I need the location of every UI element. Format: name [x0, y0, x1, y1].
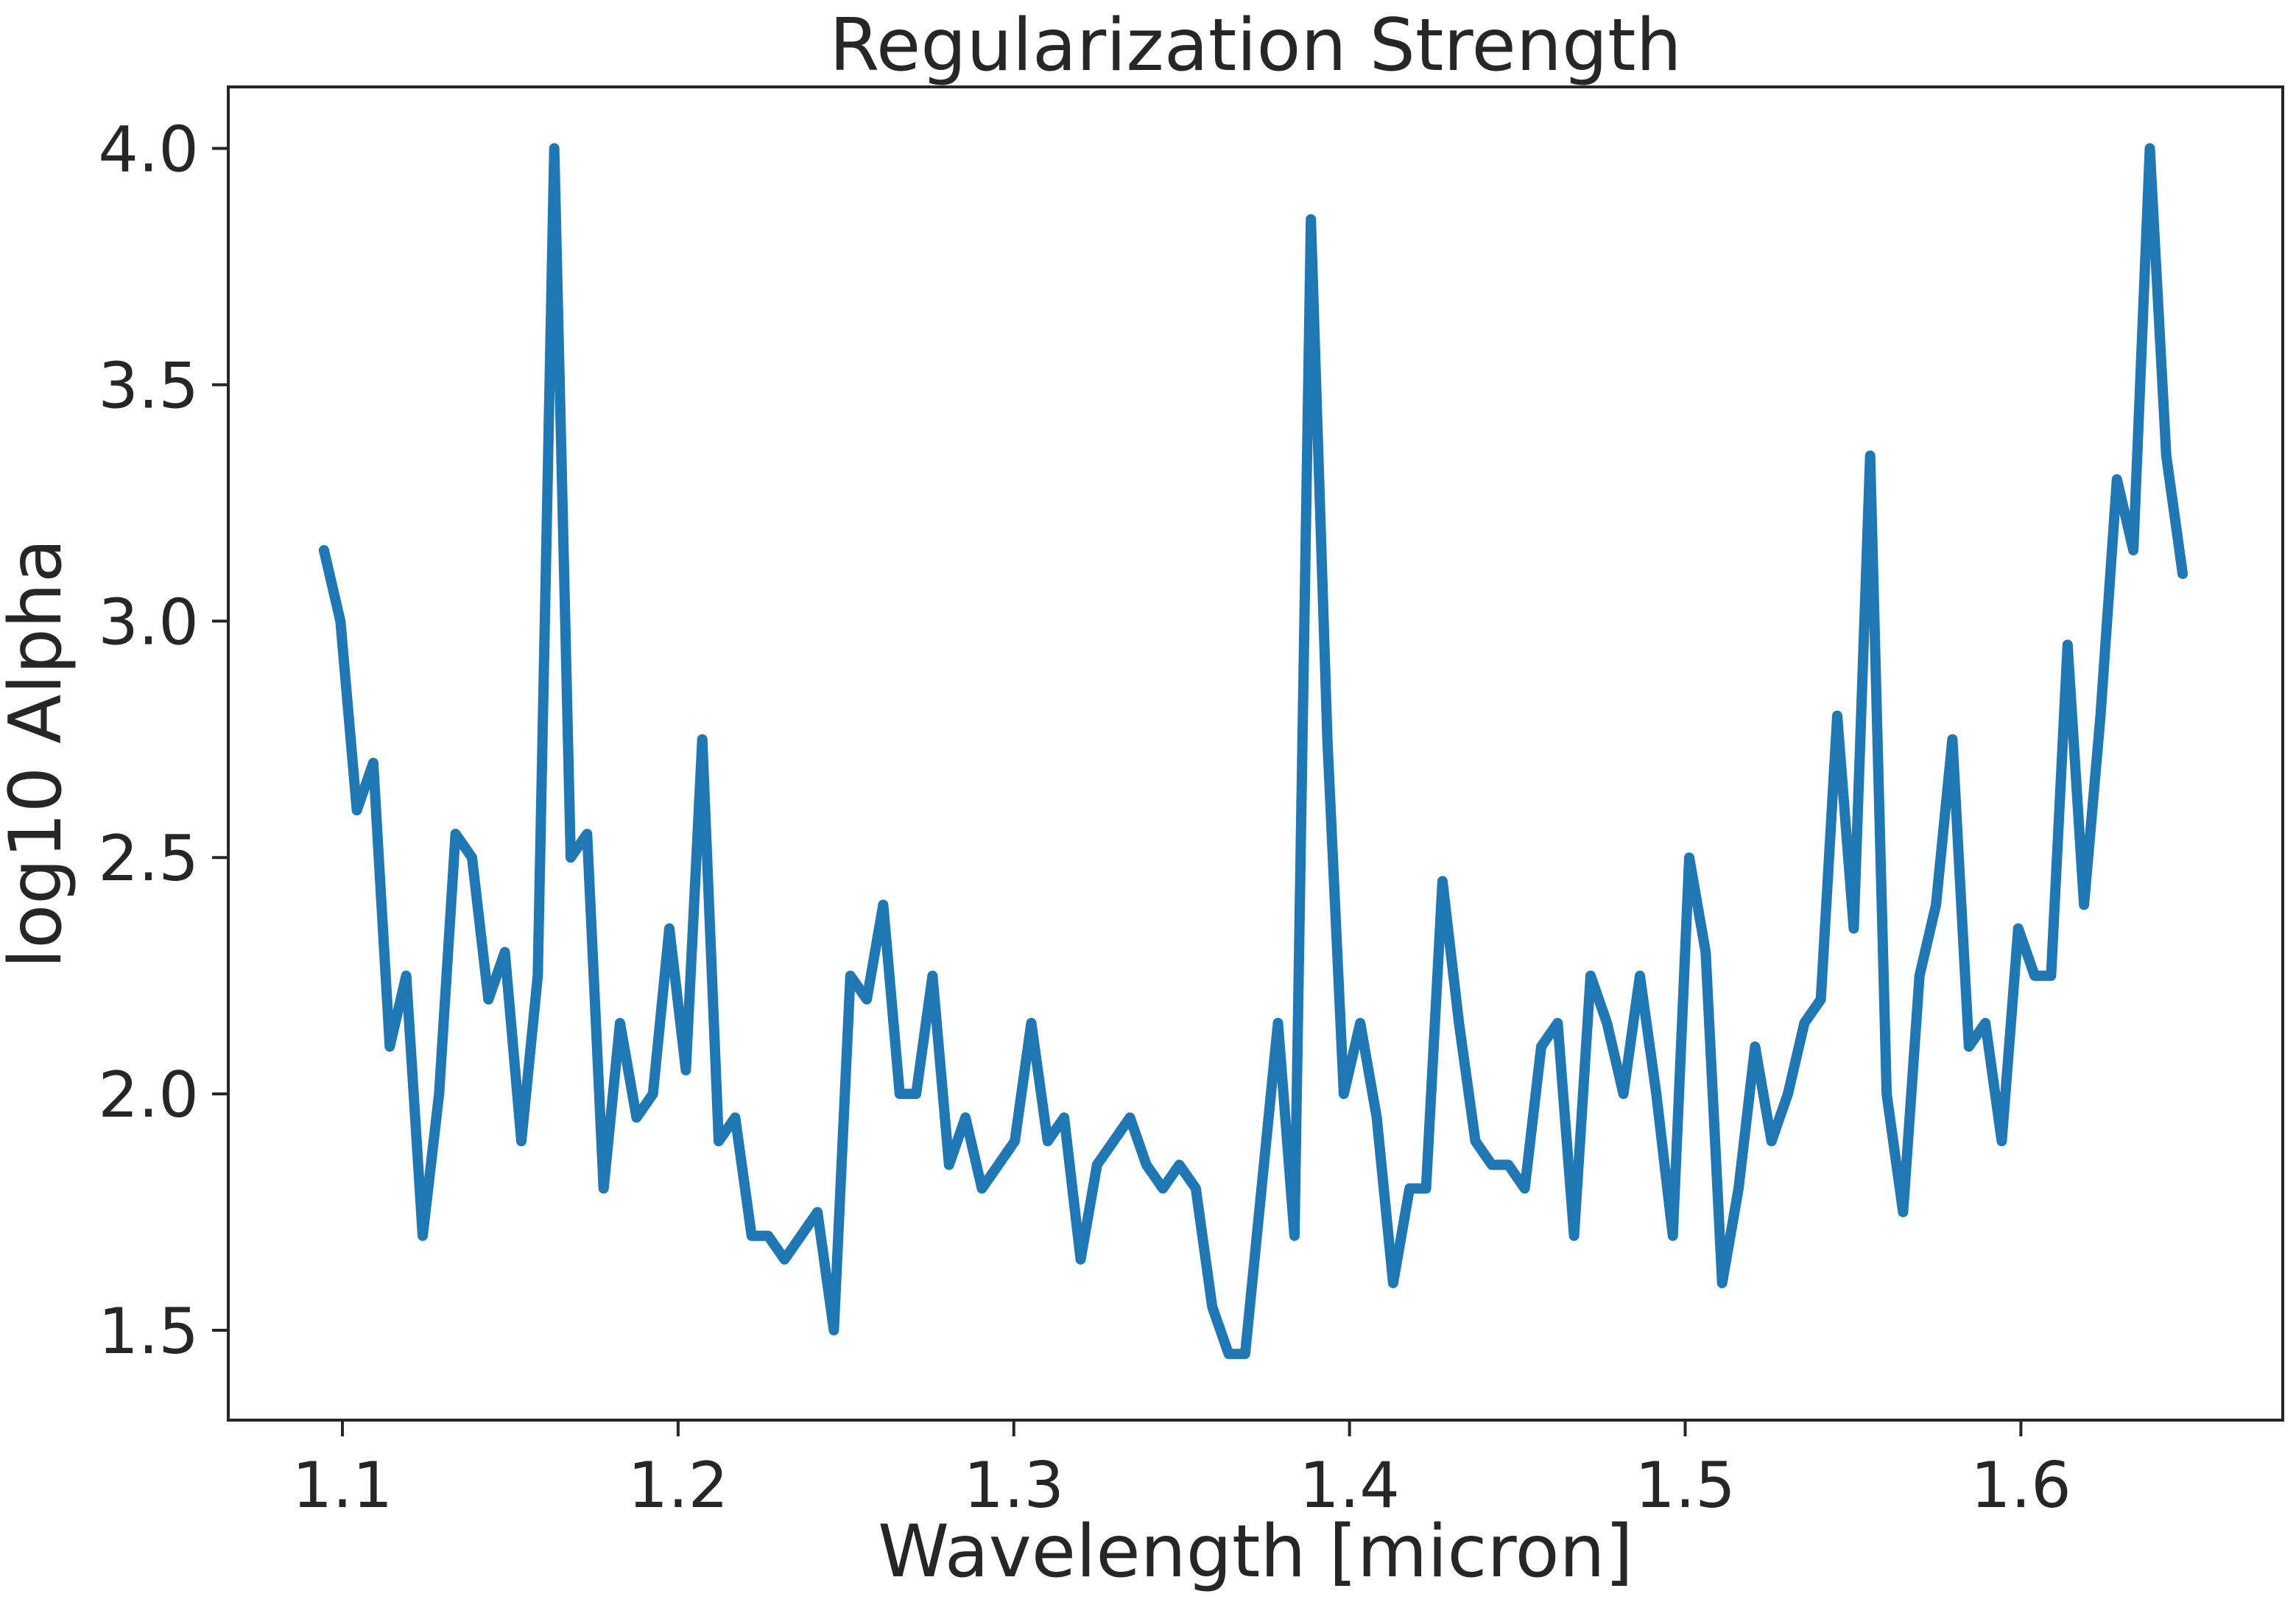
x-tick-label: 1.3 — [963, 1449, 1064, 1523]
plot-area: 1.1 1.2 1.3 1.4 1.5 1.6 1.5 2.0 2.5 3.0 3.5 4.0 — [98, 85, 2284, 1523]
y-axis: 1.5 2.0 2.5 3.0 3.5 4.0 — [98, 113, 228, 1369]
y-tick-label: 3.0 — [98, 586, 199, 659]
x-tick-label: 1.6 — [1971, 1449, 2071, 1523]
y-tick-label: 4.0 — [98, 113, 199, 186]
x-axis: 1.1 1.2 1.3 1.4 1.5 1.6 — [292, 1420, 2071, 1523]
x-tick-label: 1.5 — [1635, 1449, 1736, 1523]
y-tick-label: 2.5 — [98, 822, 199, 896]
x-tick-label: 1.2 — [627, 1449, 728, 1523]
y-tick-label: 3.5 — [98, 349, 199, 423]
x-tick-label: 1.1 — [292, 1449, 393, 1523]
chart-title: Regularization Strength — [829, 4, 1681, 88]
x-tick-label: 1.4 — [1299, 1449, 1400, 1523]
y-tick-label: 2.0 — [98, 1058, 199, 1132]
x-axis-label: Wavelength [micron] — [878, 1510, 1633, 1594]
y-axis-label: log10 Alpha — [0, 538, 78, 969]
y-tick-label: 1.5 — [98, 1295, 199, 1369]
series-line — [318, 143, 2188, 1360]
plot-frame — [227, 85, 2284, 1422]
